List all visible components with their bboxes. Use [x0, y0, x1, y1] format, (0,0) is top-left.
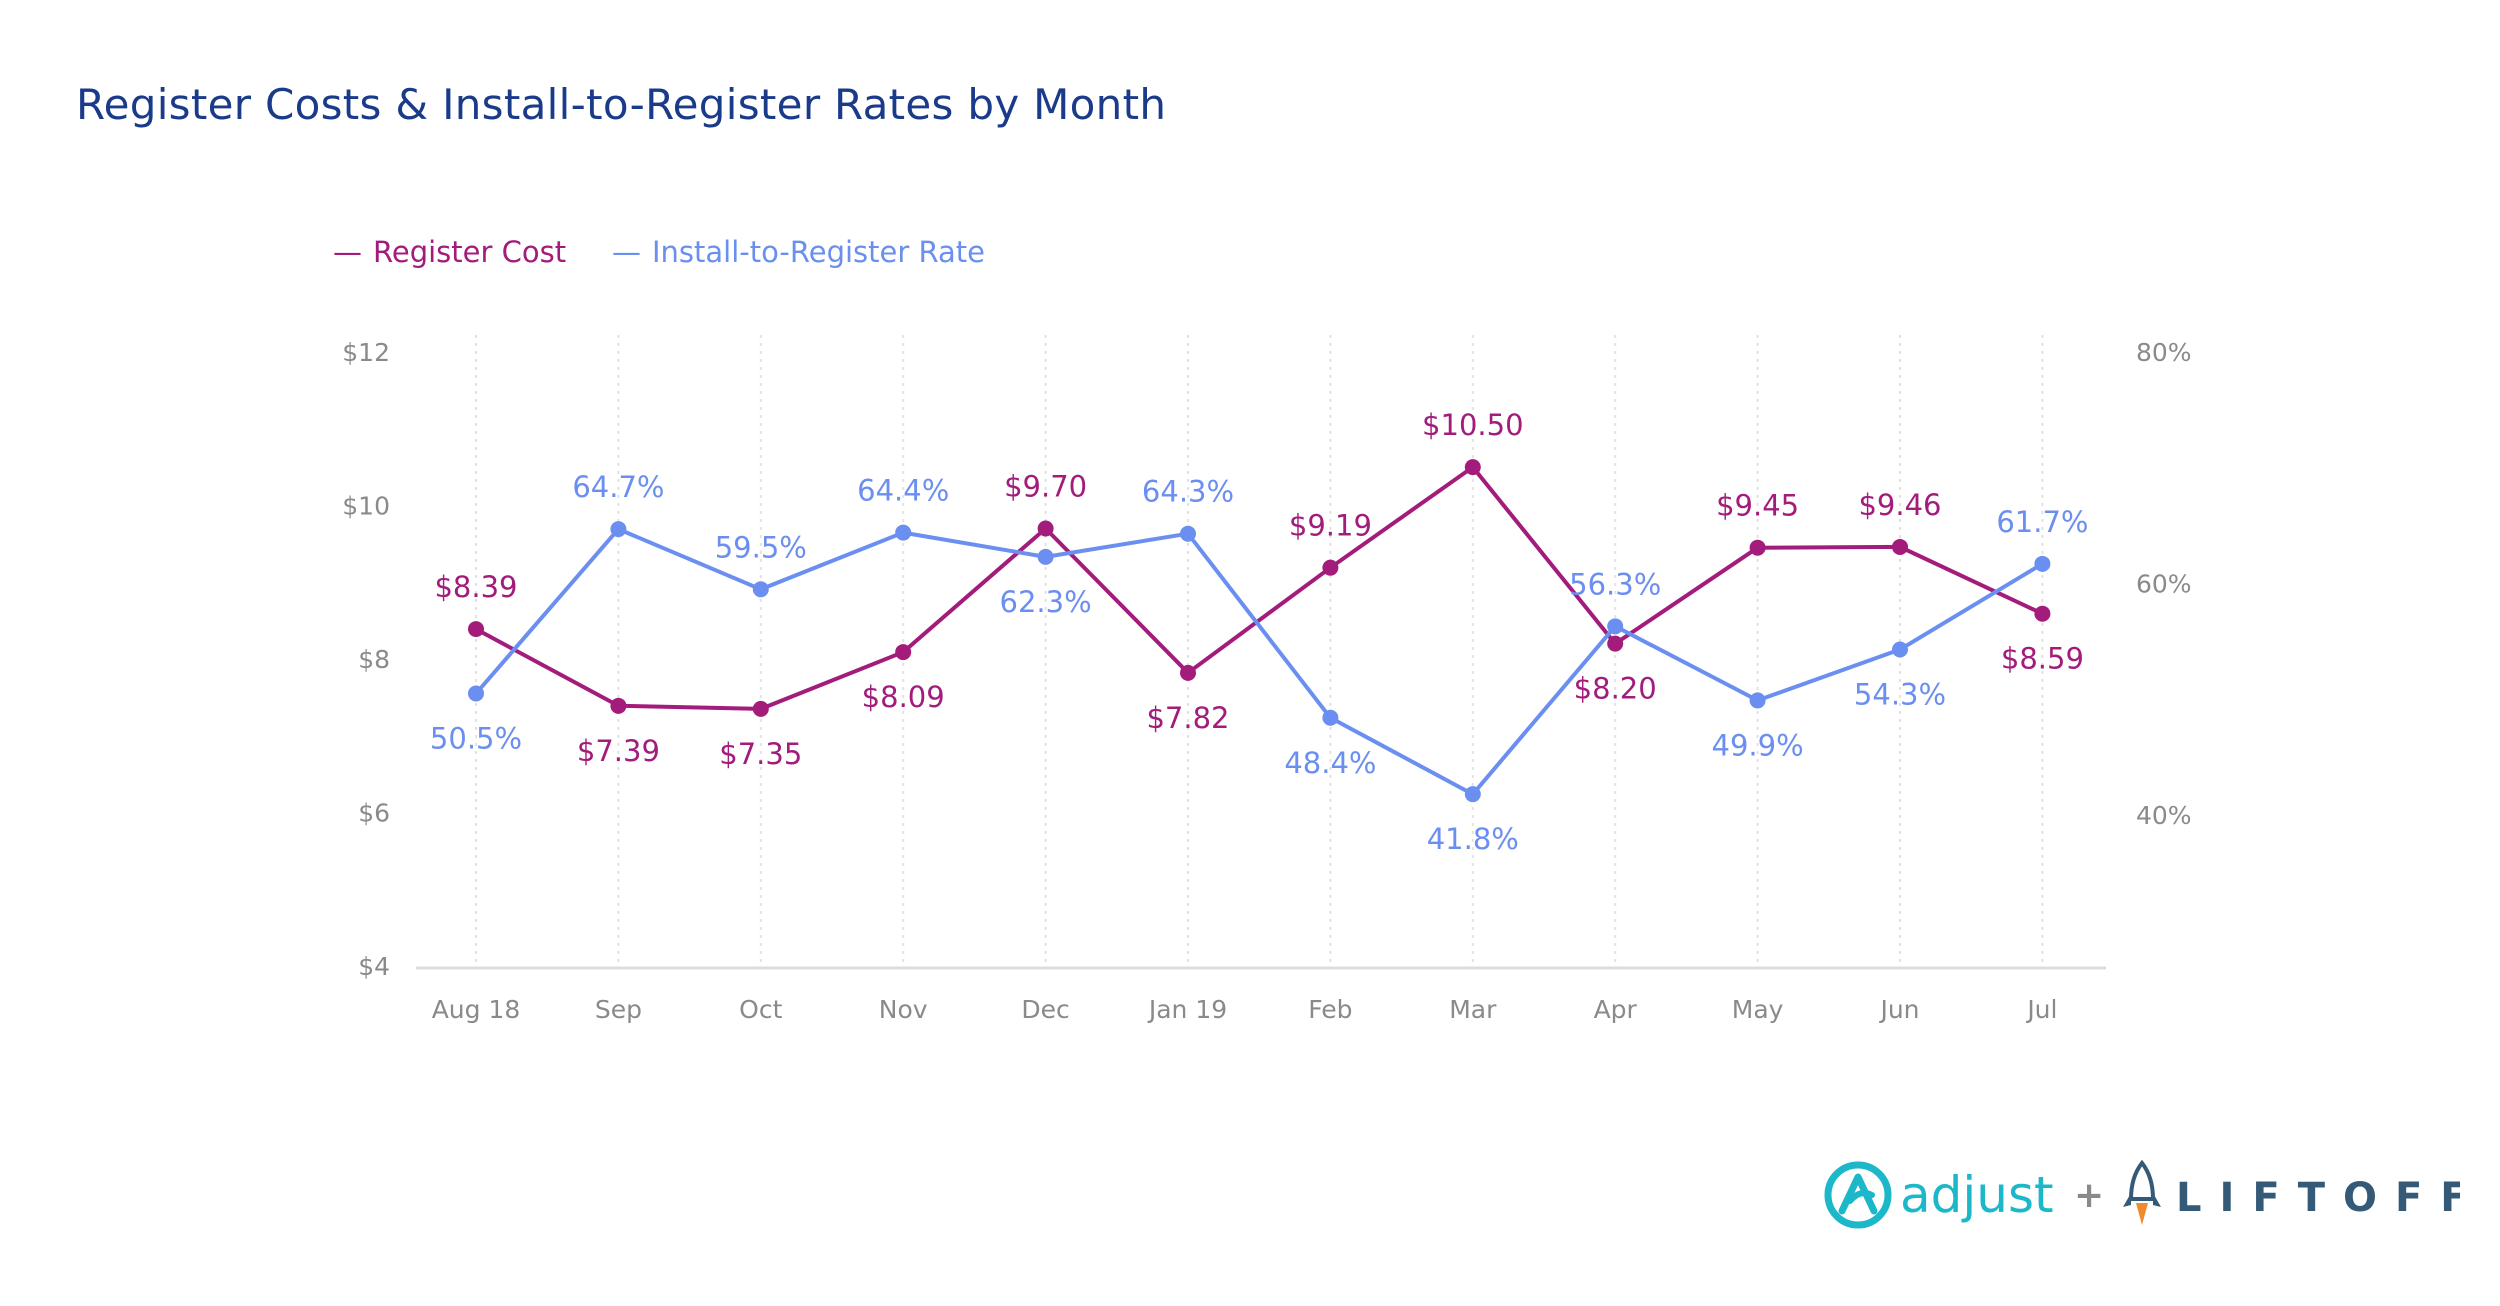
- legend-marker-register-cost: —: [333, 235, 362, 269]
- data-point-install-rate: [1892, 641, 1908, 658]
- logo-plus: +: [2074, 1175, 2104, 1216]
- data-point-install-rate: [1749, 692, 1766, 709]
- x-tick-label: Jan 19: [1147, 995, 1227, 1024]
- left-tick-label: $10: [342, 492, 390, 521]
- series-line-register-cost: [475, 465, 2044, 711]
- left-tick-label: $6: [358, 799, 390, 828]
- data-point-install-rate: [752, 581, 769, 598]
- grid: [475, 335, 2044, 966]
- left-tick-label: $8: [358, 645, 390, 674]
- data-label-register-cost: $9.45: [1716, 489, 1799, 523]
- data-point-register-cost: [1037, 520, 1054, 537]
- data-point-register-cost: [610, 697, 627, 714]
- legend-marker-install-rate: —: [612, 235, 641, 269]
- data-label-register-cost: $8.09: [862, 680, 945, 714]
- x-axis: Aug 18 Sep Oct Nov Dec Jan 19 Feb Mar Apr May Jun J…: [432, 995, 2058, 1024]
- adjust-logo-text: adjust: [1900, 1166, 2054, 1224]
- data-label-register-cost: $7.82: [1146, 701, 1229, 735]
- x-tick-label: Oct: [739, 995, 782, 1024]
- data-label-register-cost: $9.46: [1858, 488, 1941, 522]
- data-label-register-cost: $7.35: [719, 737, 802, 771]
- data-label-register-cost: $8.20: [1574, 672, 1657, 706]
- legend-label-register-cost: Register Cost: [373, 235, 566, 269]
- data-point-install-rate: [895, 524, 912, 541]
- data-label-install-rate: 54.3%: [1854, 677, 1946, 711]
- x-tick-label: Mar: [1449, 995, 1497, 1024]
- data-point-register-cost: [1322, 559, 1339, 576]
- legend: — Register Cost — Install-to-Register Ra…: [333, 235, 985, 269]
- adjust-logo-icon: [1824, 1161, 1892, 1229]
- data-label-register-cost: $7.39: [577, 734, 660, 768]
- data-point-register-cost: [1180, 664, 1196, 681]
- liftoff-logo-text: LIFTOFF: [2176, 1175, 2460, 1221]
- x-tick-label: Jul: [2025, 995, 2057, 1024]
- data-label-install-rate: 56.3%: [1569, 567, 1661, 601]
- right-tick-label: 80%: [2136, 338, 2192, 367]
- data-point-register-cost: [895, 644, 912, 661]
- data-label-register-cost: $10.50: [1422, 408, 1523, 442]
- x-tick-label: Jun: [1878, 995, 1919, 1024]
- data-point-install-rate: [2034, 555, 2051, 572]
- data-label-register-cost: $9.70: [1004, 470, 1087, 504]
- data-point-install-rate: [1180, 525, 1196, 542]
- data-label-install-rate: 41.8%: [1427, 822, 1519, 856]
- x-tick-label: Apr: [1594, 995, 1638, 1024]
- data-label-install-rate: 62.3%: [1000, 585, 1092, 619]
- data-label-install-rate: 59.5%: [715, 530, 807, 564]
- data-label-install-rate: 61.7%: [1996, 505, 2088, 539]
- data-point-register-cost: [1749, 539, 1766, 556]
- data-point-install-rate: [610, 521, 627, 538]
- x-tick-label: Feb: [1308, 995, 1352, 1024]
- legend-label-install-rate: Install-to-Register Rate: [652, 235, 985, 269]
- data-label-install-rate: 64.7%: [572, 470, 664, 504]
- data-label-install-rate: 64.3%: [1142, 475, 1234, 509]
- right-tick-label: 40%: [2136, 801, 2192, 830]
- data-point-register-cost: [1464, 459, 1481, 476]
- data-label-install-rate: 49.9%: [1712, 728, 1804, 762]
- left-axis: $4 $6 $8 $10 $12: [342, 338, 390, 981]
- data-label-register-cost: $8.39: [434, 570, 517, 604]
- x-tick-label: Sep: [595, 995, 642, 1024]
- data-point-install-rate: [1037, 548, 1054, 565]
- series-line-install-rate: [474, 527, 2044, 797]
- x-tick-label: Aug 18: [432, 995, 521, 1024]
- data-point-register-cost: [752, 700, 769, 717]
- x-tick-label: May: [1732, 995, 1784, 1024]
- data-point-register-cost: [1892, 538, 1908, 555]
- data-point-register-cost: [468, 621, 484, 638]
- adjust-logo: adjust: [1824, 1161, 2054, 1229]
- x-tick-label: Nov: [879, 995, 928, 1024]
- logos: adjust + LIFTOFF: [1824, 1159, 2460, 1229]
- rocket-icon: [2123, 1159, 2161, 1225]
- data-point-install-rate: [1322, 709, 1339, 726]
- data-label-register-cost: $9.19: [1289, 509, 1372, 543]
- data-point-install-rate: [1464, 786, 1481, 803]
- right-axis: 40% 60% 80%: [2136, 338, 2192, 830]
- right-tick-label: 60%: [2136, 570, 2192, 599]
- data-label-register-cost: $8.59: [2001, 642, 2084, 676]
- line-chart: — Register Cost — Install-to-Register Ra…: [333, 235, 2192, 1024]
- data-point-install-rate: [1607, 618, 1624, 635]
- x-tick-label: Dec: [1021, 995, 1069, 1024]
- left-tick-label: $12: [342, 338, 390, 367]
- data-point-register-cost: [2034, 605, 2051, 622]
- data-label-install-rate: 64.4%: [857, 474, 949, 508]
- data-label-install-rate: 48.4%: [1284, 746, 1376, 780]
- data-label-install-rate: 50.5%: [430, 721, 522, 755]
- chart-title: Register Costs & Install-to-Register Rat…: [76, 80, 1167, 129]
- series-lines: [474, 465, 2044, 797]
- left-tick-label: $4: [358, 952, 390, 981]
- data-point-register-cost: [1607, 635, 1624, 652]
- series-points: [468, 459, 2051, 803]
- data-labels: $8.39 $7.39 $7.35 $8.09 $9.70 $7.82 $9.19 $10.5…: [430, 408, 2089, 856]
- data-point-install-rate: [468, 685, 484, 702]
- liftoff-logo: LIFTOFF: [2123, 1159, 2460, 1225]
